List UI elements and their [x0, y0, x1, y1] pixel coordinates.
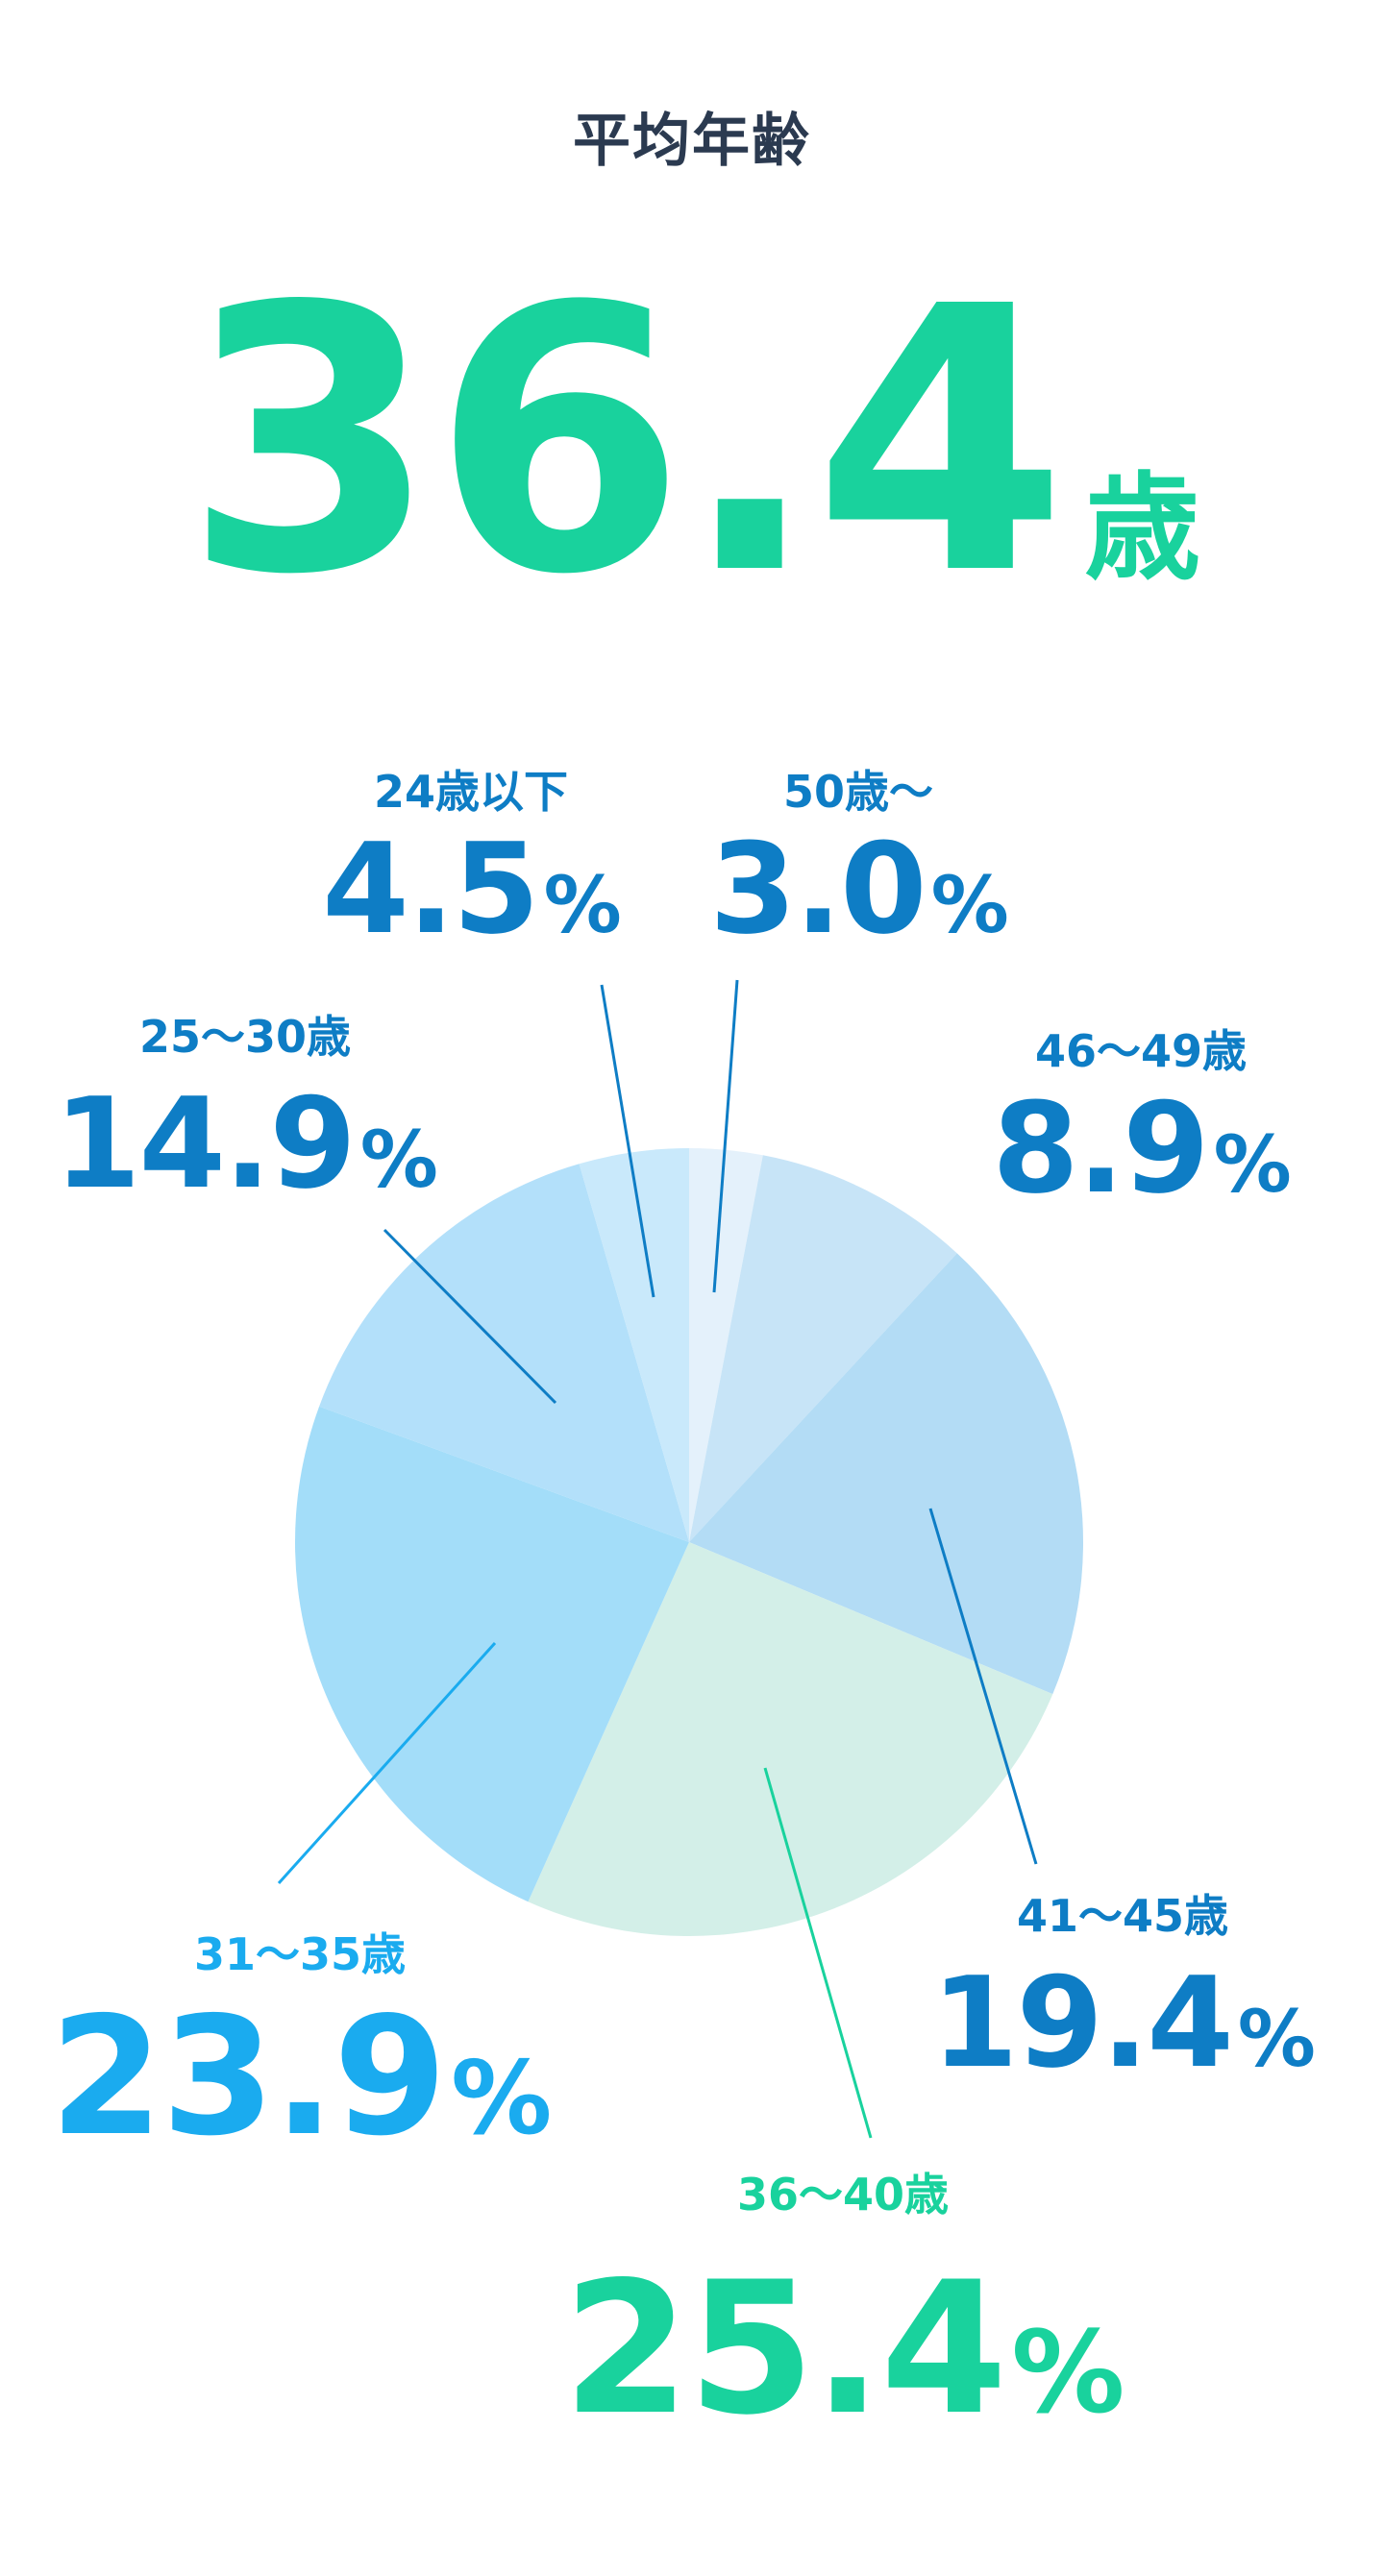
- slice-label: 24歳以下: [374, 766, 568, 818]
- leader-line: [600, 984, 655, 1298]
- slice-label: 46～49歳: [1035, 1025, 1247, 1077]
- slice-value: 14.9%: [54, 1070, 436, 1216]
- slice-value: 25.4%: [562, 2243, 1123, 2455]
- leader-line: [763, 1767, 873, 2139]
- pie-slice: [579, 1148, 689, 1542]
- leader-line: [383, 1228, 557, 1405]
- slice-value: 4.5%: [322, 816, 619, 962]
- average-age-unit: 歳: [1084, 462, 1200, 596]
- pie-slice: [295, 1406, 689, 1902]
- pie-slice: [689, 1155, 957, 1542]
- pie-slice: [319, 1164, 689, 1542]
- pie-slice: [689, 1253, 1084, 1695]
- slice-value: 3.0%: [709, 816, 1006, 962]
- slice-label: 41～45歳: [1017, 1890, 1228, 1942]
- slice-label: 31～35歳: [194, 1928, 406, 1980]
- leader-line: [277, 1641, 497, 1885]
- average-age: 36.4 歳: [0, 259, 1384, 625]
- chart-title: 平均年齢: [573, 108, 811, 175]
- slice-value: 19.4%: [931, 1950, 1314, 2096]
- slice-label: 25～30歳: [139, 1011, 351, 1063]
- pie-slice: [689, 1148, 763, 1542]
- slice-label: 36～40歳: [737, 2169, 949, 2220]
- slice-label: 50歳～: [783, 766, 933, 818]
- slice-value: 8.9%: [992, 1075, 1289, 1221]
- average-age-value: 36.4: [184, 229, 1068, 654]
- leader-line: [928, 1508, 1038, 1865]
- pie-slice: [528, 1542, 1053, 1937]
- leader-line: [712, 979, 739, 1293]
- slice-value: 23.9%: [50, 1982, 551, 2172]
